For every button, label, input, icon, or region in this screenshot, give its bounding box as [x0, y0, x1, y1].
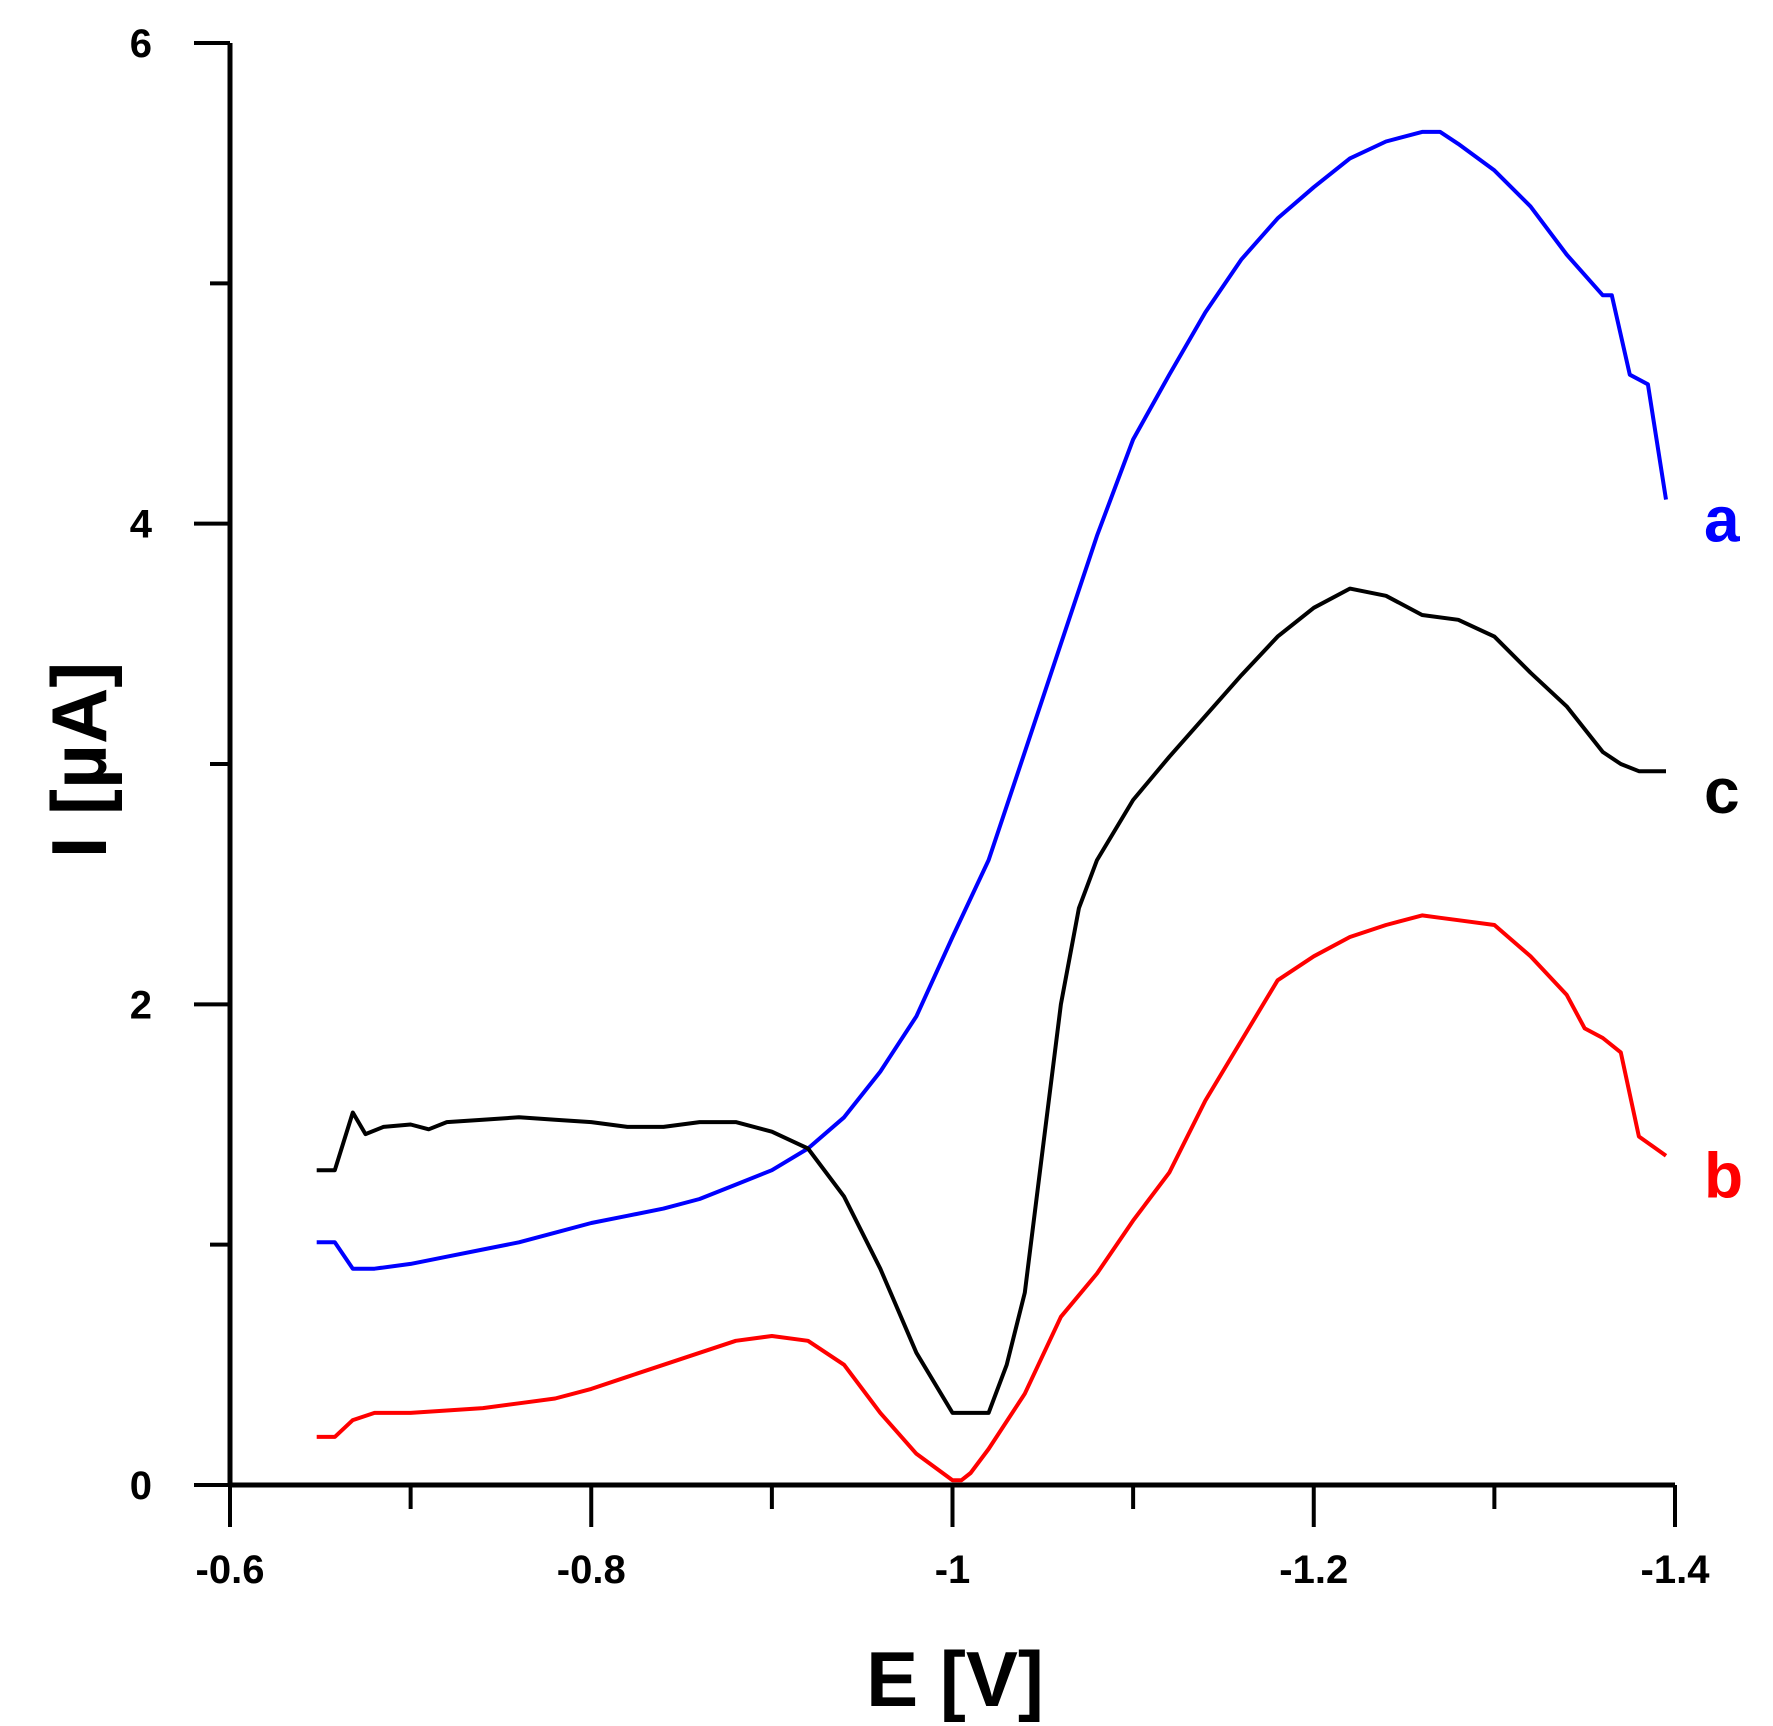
y-tick-label: 2 — [130, 983, 152, 1027]
series-line-a — [316, 129, 1668, 1271]
y-tick-label: 0 — [130, 1464, 152, 1508]
x-axis-title: E [V] — [866, 1635, 1044, 1723]
label-layer: a b c — [1704, 484, 1743, 1212]
x-tick-label: -1.2 — [1279, 1548, 1348, 1592]
x-tick-label: -1.4 — [1641, 1548, 1711, 1592]
y-axis-title: I [µA] — [35, 662, 123, 859]
series-line-c — [316, 586, 1666, 1415]
series-label-c: c — [1704, 755, 1740, 827]
x-tick-label: -0.6 — [196, 1548, 265, 1592]
axes: -0.6 -0.8 -1 -1.2 -1.4 0 2 4 6 — [130, 22, 1710, 1592]
y-tick-label: 4 — [130, 503, 153, 547]
x-tick-label: -0.8 — [557, 1548, 626, 1592]
series-label-b: b — [1704, 1140, 1743, 1212]
y-tick-label: 6 — [130, 22, 152, 66]
series-label-a: a — [1704, 484, 1740, 556]
series-line-b — [316, 913, 1668, 1483]
series-layer — [316, 129, 1668, 1483]
x-tick-label: -1 — [935, 1548, 971, 1592]
